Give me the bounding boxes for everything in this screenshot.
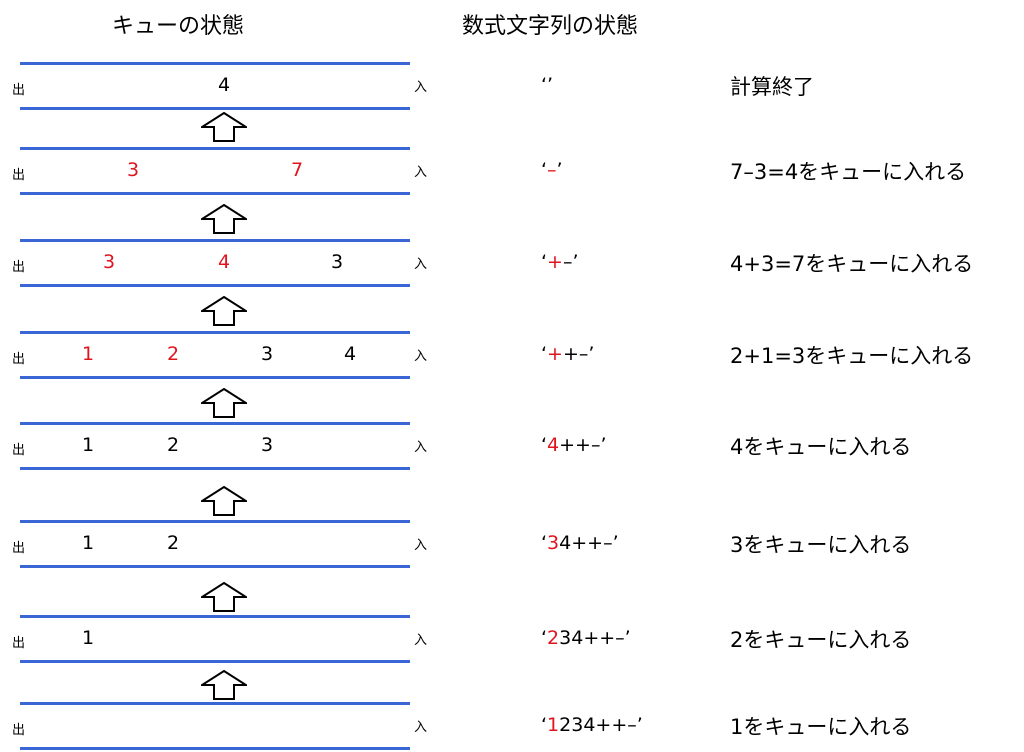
queue-in-label: 入: [414, 349, 428, 364]
queue-item: 3: [102, 251, 116, 273]
up-arrow-icon: [201, 112, 247, 142]
step-description: 4をキューに入れる: [730, 435, 912, 459]
expression-string: ‘1234++–’: [541, 714, 643, 736]
queue-out-label: 出: [12, 168, 26, 183]
step-description: 4+3=7をキューに入れる: [730, 252, 974, 276]
expression-current-char: 2: [547, 627, 560, 649]
queue-out-label: 出: [12, 541, 26, 556]
step-description: 2をキューに入れる: [730, 628, 912, 652]
queue-item: 4: [217, 74, 231, 96]
expression-segment: ‘: [541, 434, 548, 456]
queue-top-line: [20, 520, 410, 523]
expression-segment: +–’: [562, 343, 595, 365]
queue-item: 2: [166, 434, 180, 456]
expression-segment: 34++–’: [559, 627, 631, 649]
queue-item: 2: [166, 532, 180, 554]
expression-string: ‘4++–’: [541, 434, 607, 456]
queue-top-line: [20, 615, 410, 618]
expression-segment: ‘: [541, 251, 548, 273]
queue-state-header: キューの状態: [112, 14, 245, 39]
expression-current-char: +: [547, 251, 563, 273]
queue-bottom-line: [20, 660, 410, 663]
expression-string: ‘+–’: [541, 251, 579, 273]
queue-item: 2: [166, 343, 180, 365]
queue-bottom-line: [20, 565, 410, 568]
expression-string: ‘++–’: [541, 343, 594, 365]
expression-current-char: 4: [547, 434, 560, 456]
expression-segment: ‘: [541, 159, 548, 181]
queue-item: 1: [81, 627, 95, 649]
step-description: 7–3=4をキューに入れる: [730, 160, 967, 184]
up-arrow-icon: [201, 582, 247, 612]
expression-segment: ++–’: [559, 434, 607, 456]
expression-string: ‘–’: [541, 159, 563, 181]
queue-in-label: 入: [414, 633, 428, 648]
queue-out-label: 出: [12, 636, 26, 651]
expression-segment: 4++–’: [559, 532, 619, 554]
up-arrow-icon: [201, 204, 247, 234]
queue-top-line: [20, 147, 410, 150]
expression-state-header: 数式文字列の状態: [462, 14, 639, 39]
queue-top-line: [20, 239, 410, 242]
queue-in-label: 入: [414, 538, 428, 553]
queue-in-label: 入: [414, 720, 428, 735]
queue-bottom-line: [20, 467, 410, 470]
step-description: 1をキューに入れる: [730, 715, 912, 739]
queue-bottom-line: [20, 107, 410, 110]
expression-current-char: 3: [547, 532, 560, 554]
expression-segment: 234++–’: [559, 714, 643, 736]
queue-out-label: 出: [12, 723, 26, 738]
expression-string: ‘’: [541, 74, 553, 96]
queue-bottom-line: [20, 192, 410, 195]
queue-item: 1: [81, 434, 95, 456]
expression-string: ‘234++–’: [541, 627, 631, 649]
queue-item: 3: [260, 343, 274, 365]
up-arrow-icon: [201, 670, 247, 700]
expression-segment: –’: [562, 251, 579, 273]
expression-segment: ‘: [541, 343, 548, 365]
queue-bottom-line: [20, 376, 410, 379]
expression-string: ‘34++–’: [541, 532, 619, 554]
expression-segment: ‘: [541, 627, 548, 649]
queue-out-label: 出: [12, 260, 26, 275]
step-description: 計算終了: [730, 75, 814, 99]
expression-current-char: 1: [547, 714, 560, 736]
queue-bottom-line: [20, 284, 410, 287]
queue-in-label: 入: [414, 440, 428, 455]
queue-top-line: [20, 422, 410, 425]
expression-segment: ’: [556, 159, 563, 181]
queue-item: 3: [330, 251, 344, 273]
step-description: 3をキューに入れる: [730, 533, 912, 557]
queue-bottom-line: [20, 747, 410, 750]
queue-in-label: 入: [414, 80, 428, 95]
queue-top-line: [20, 702, 410, 705]
queue-item: 3: [260, 434, 274, 456]
expression-current-char: –: [547, 159, 557, 181]
expression-segment: ‘’: [541, 74, 554, 96]
queue-out-label: 出: [12, 352, 26, 367]
queue-out-label: 出: [12, 443, 26, 458]
step-description: 2+1=3をキューに入れる: [730, 344, 974, 368]
queue-item: 4: [343, 343, 357, 365]
up-arrow-icon: [201, 388, 247, 418]
expression-segment: ‘: [541, 714, 548, 736]
queue-in-label: 入: [414, 257, 428, 272]
expression-segment: ‘: [541, 532, 548, 554]
queue-in-label: 入: [414, 165, 428, 180]
queue-top-line: [20, 331, 410, 334]
up-arrow-icon: [201, 296, 247, 326]
queue-item: 4: [217, 251, 231, 273]
queue-out-label: 出: [12, 83, 26, 98]
up-arrow-icon: [201, 486, 247, 516]
queue-item: 3: [126, 159, 140, 181]
expression-current-char: +: [547, 343, 563, 365]
queue-item: 7: [290, 159, 304, 181]
queue-item: 1: [81, 532, 95, 554]
queue-item: 1: [81, 343, 95, 365]
queue-top-line: [20, 62, 410, 65]
